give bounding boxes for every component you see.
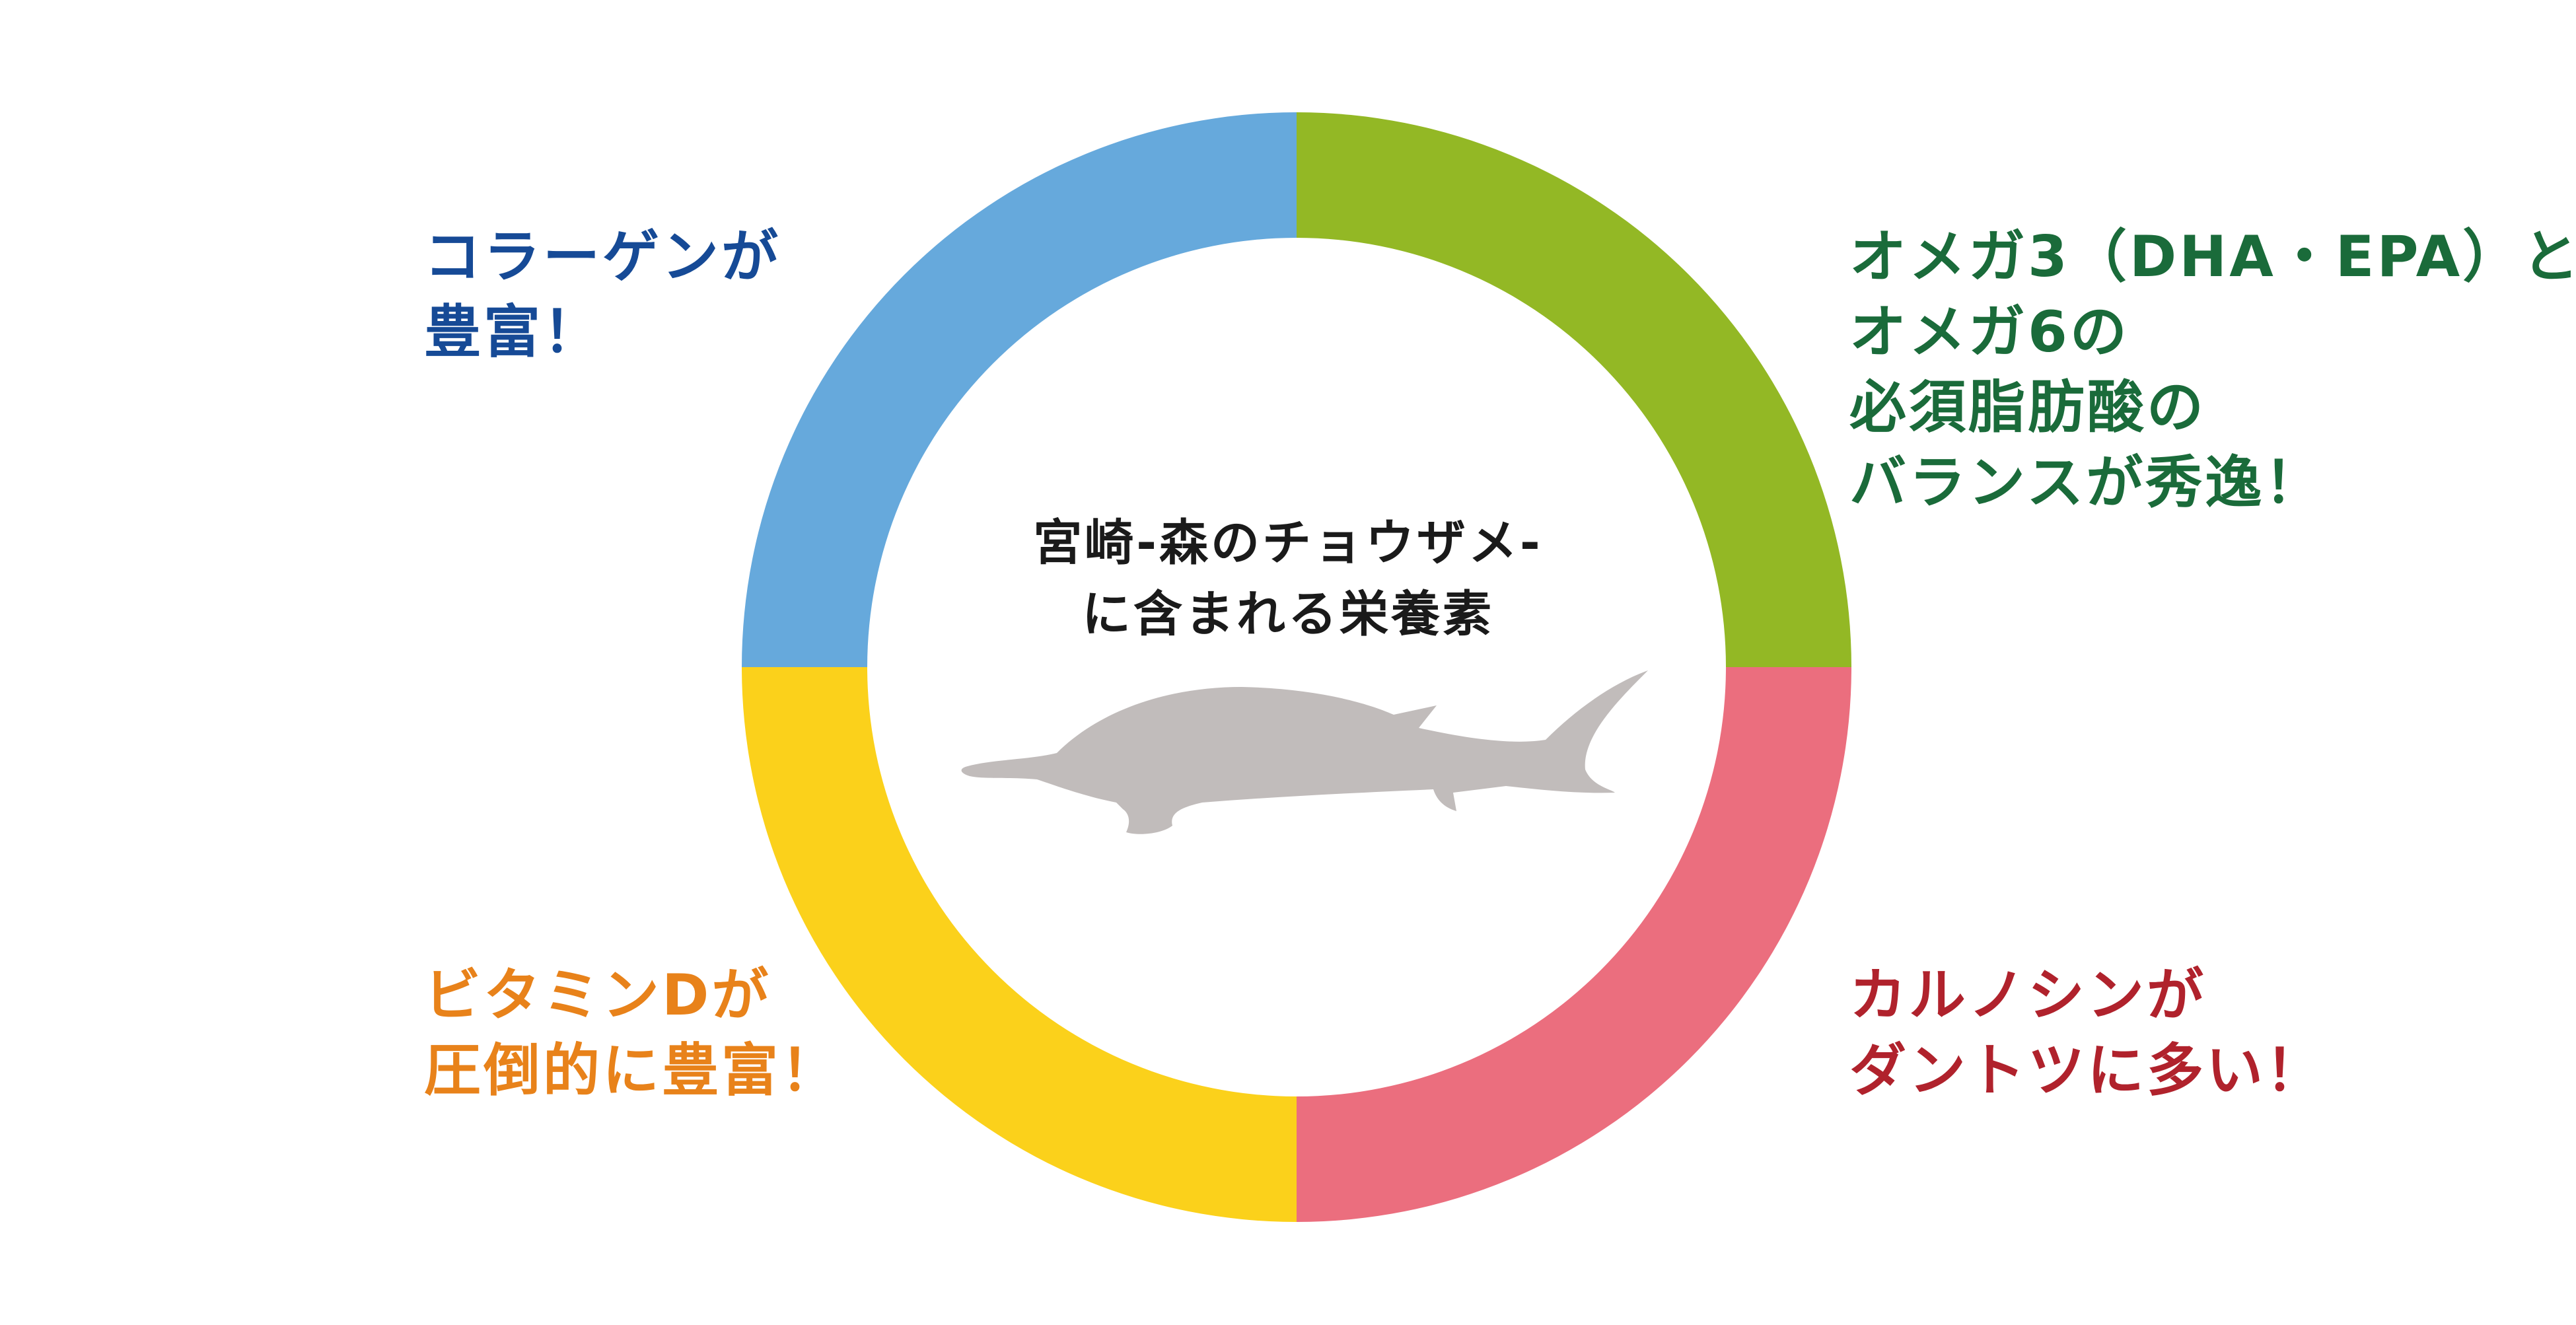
ring-segment-omega — [1297, 112, 1851, 667]
label-omega-line-4: バランスが秀逸！ — [1849, 450, 2324, 516]
label-omega-line-1: オメガ3（DHA・EPA）と — [1849, 224, 2576, 290]
ring-segment-collagen — [742, 112, 1297, 667]
label-collagen: コラーゲンが 豊富！ — [424, 219, 781, 370]
label-omega-line-3: 必須脂肪酸の — [1849, 375, 2206, 441]
label-omega: オメガ3（DHA・EPA）と オメガ6の 必須脂肪酸の バランスが秀逸！ — [1849, 219, 2576, 520]
label-vitamin-d-line-2: 圧倒的に豊富！ — [424, 1038, 840, 1104]
label-collagen-line-1: コラーゲンが — [424, 224, 781, 290]
ring-segment-carnosine — [1297, 667, 1851, 1222]
label-carnosine-line-1: カルノシンが — [1849, 962, 2206, 1028]
label-vitamin-d-line-1: ビタミンDが — [424, 962, 771, 1028]
center-title-line-1: 宮崎-森のチョウザメ- — [1033, 515, 1543, 571]
label-carnosine: カルノシンが ダントツに多い！ — [1849, 958, 2325, 1108]
label-vitamin-d: ビタミンDが 圧倒的に豊富！ — [424, 958, 840, 1108]
center-title-line-2: に含まれる栄養素 — [1082, 586, 1494, 643]
label-carnosine-line-2: ダントツに多い！ — [1849, 1038, 2325, 1104]
sturgeon-fish-icon — [961, 670, 1648, 834]
label-omega-line-2: オメガ6の — [1849, 299, 2129, 365]
center-title: 宮崎-森のチョウザメ- に含まれる栄養素 — [958, 507, 1618, 650]
ring-segment-vitamin-d — [742, 667, 1297, 1222]
label-collagen-line-2: 豊富！ — [424, 299, 602, 365]
